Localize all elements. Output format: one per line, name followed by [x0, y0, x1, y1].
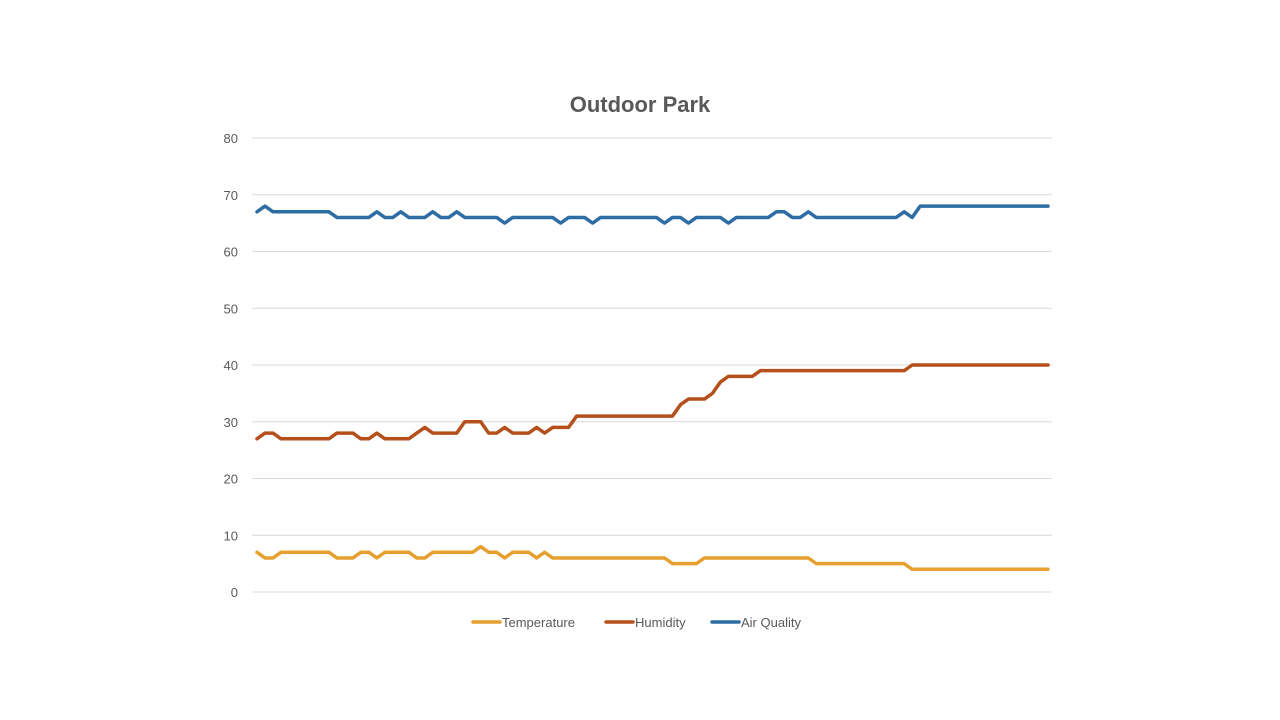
y-tick-label: 70 [224, 188, 238, 203]
legend-label: Humidity [635, 615, 686, 630]
legend: Temperature Humidity Air Quality [471, 615, 801, 630]
y-tick-label: 20 [224, 472, 238, 487]
series-line-humidity [255, 363, 1050, 441]
y-axis-ticks: 0 10 20 30 40 50 60 70 80 [224, 131, 238, 600]
y-tick-label: 10 [224, 528, 238, 543]
series-lines [255, 204, 1050, 572]
series-line-air-quality [255, 204, 1050, 225]
y-tick-label: 50 [224, 301, 238, 316]
gridlines [252, 137, 1052, 593]
y-tick-label: 0 [231, 585, 238, 600]
y-tick-label: 30 [224, 415, 238, 430]
y-tick-label: 60 [224, 245, 238, 260]
y-tick-label: 80 [224, 131, 238, 146]
legend-label: Temperature [502, 615, 575, 630]
legend-label: Air Quality [741, 615, 801, 630]
series-line-temperature [255, 544, 1050, 572]
y-tick-label: 40 [224, 358, 238, 373]
chart-title: Outdoor Park [570, 92, 711, 117]
